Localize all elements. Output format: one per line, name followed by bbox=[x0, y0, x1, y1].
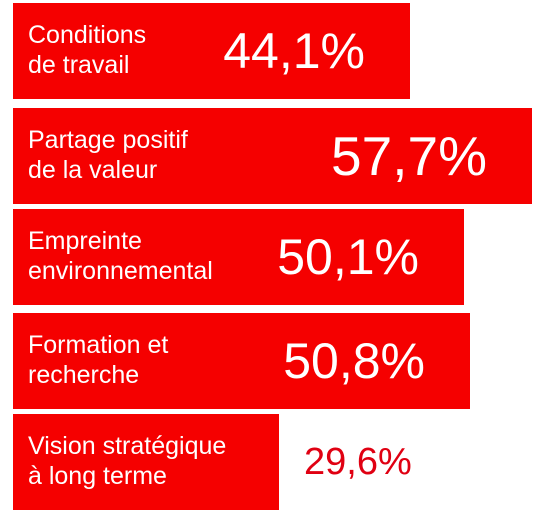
bar-category-label: Partage positif de la valeur bbox=[28, 126, 188, 184]
bar bbox=[13, 414, 279, 510]
bar-value-label: 50,8% bbox=[283, 333, 425, 389]
bar bbox=[13, 3, 410, 99]
bar-category-label: Formation et recherche bbox=[28, 331, 169, 389]
bar-value-label: 44,1% bbox=[223, 23, 365, 79]
bar bbox=[13, 209, 464, 305]
bar-category-label: Vision stratégique à long terme bbox=[28, 432, 227, 490]
bar bbox=[13, 108, 532, 204]
bar-value-label: 29,6% bbox=[304, 441, 412, 483]
bar-value-label: 50,1% bbox=[277, 229, 419, 285]
bar bbox=[13, 313, 470, 409]
bar-category-label: Empreinte environnemental bbox=[28, 227, 213, 285]
bar-category-label: Conditions de travail bbox=[28, 21, 147, 79]
bar-value-label: 57,7% bbox=[331, 124, 487, 187]
